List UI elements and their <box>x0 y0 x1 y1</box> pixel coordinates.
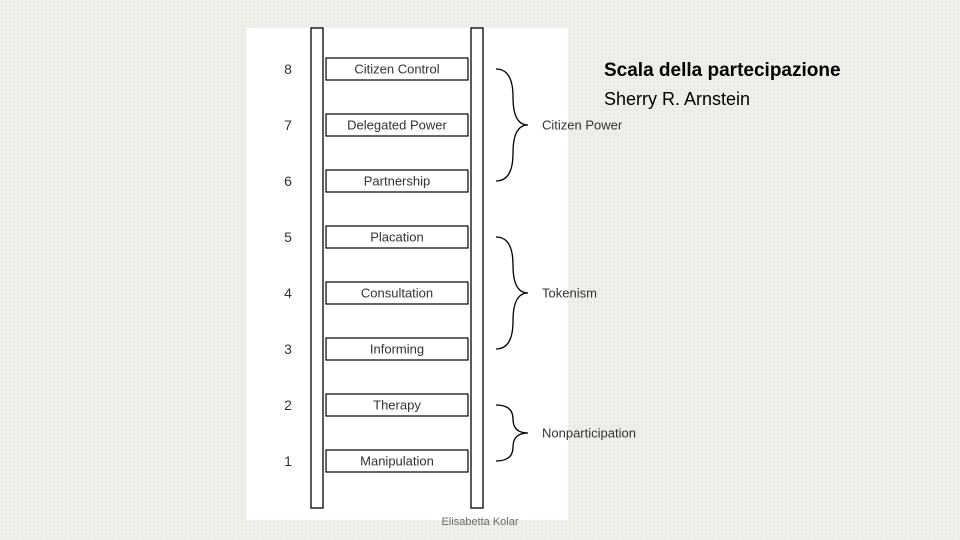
rung-number: 5 <box>284 229 292 245</box>
rung-number: 1 <box>284 453 292 469</box>
rung-number: 2 <box>284 397 292 413</box>
rung-label: Partnership <box>364 174 430 189</box>
group-brace <box>496 405 528 461</box>
ladder-rail <box>311 28 323 508</box>
author-name: Sherry R. Arnstein <box>604 89 924 110</box>
group-brace <box>496 69 528 181</box>
rung-label: Therapy <box>373 398 421 413</box>
rung-number: 3 <box>284 341 292 357</box>
page-title: Scala della partecipazione <box>604 60 924 83</box>
footer-credit: Elisabetta Kolar <box>0 516 960 528</box>
rung-label: Delegated Power <box>347 118 447 133</box>
rung-number: 4 <box>284 285 292 301</box>
group-label: Nonparticipation <box>542 426 636 441</box>
rung-number: 7 <box>284 117 292 133</box>
rung-label: Manipulation <box>360 454 434 469</box>
rung-number: 8 <box>284 61 292 77</box>
rung-label: Placation <box>370 230 423 245</box>
group-brace <box>496 237 528 349</box>
rung-number: 6 <box>284 173 292 189</box>
rung-label: Citizen Control <box>354 62 439 77</box>
rung-label: Consultation <box>361 286 433 301</box>
group-label: Tokenism <box>542 286 597 301</box>
rung-label: Informing <box>370 342 424 357</box>
ladder-rail <box>471 28 483 508</box>
group-label: Citizen Power <box>542 118 623 133</box>
side-text-block: Scala della partecipazione Sherry R. Arn… <box>604 60 924 110</box>
